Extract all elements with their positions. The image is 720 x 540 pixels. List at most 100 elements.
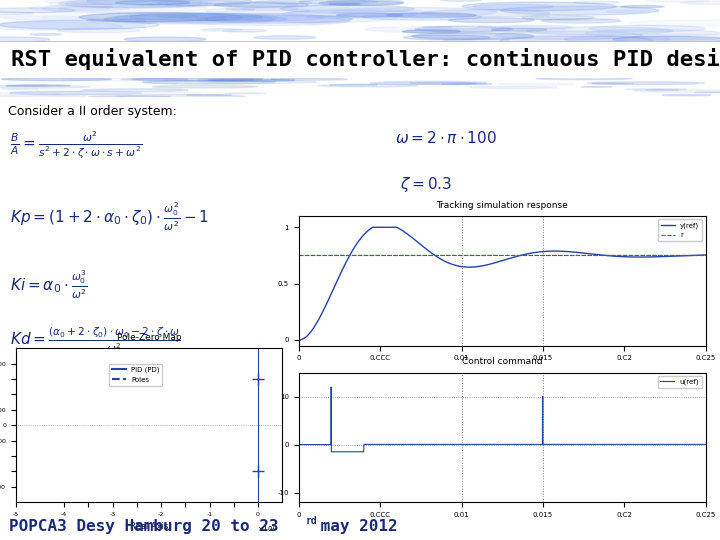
Circle shape bbox=[0, 34, 33, 36]
Circle shape bbox=[512, 96, 543, 97]
Circle shape bbox=[89, 96, 171, 98]
Circle shape bbox=[527, 27, 672, 35]
Circle shape bbox=[549, 14, 636, 18]
Line: u(ref): u(ref) bbox=[299, 387, 706, 452]
Text: rd: rd bbox=[305, 516, 317, 526]
Circle shape bbox=[202, 9, 254, 12]
Circle shape bbox=[662, 94, 711, 96]
Circle shape bbox=[1, 78, 112, 80]
Circle shape bbox=[423, 4, 529, 10]
Circle shape bbox=[214, 2, 309, 8]
u(ref) bbox=[701, 441, 710, 448]
Circle shape bbox=[82, 89, 188, 91]
Circle shape bbox=[695, 92, 720, 93]
Circle shape bbox=[332, 8, 496, 17]
Circle shape bbox=[29, 5, 130, 11]
Circle shape bbox=[613, 36, 720, 43]
Circle shape bbox=[124, 37, 206, 42]
Circle shape bbox=[73, 92, 201, 95]
Circle shape bbox=[0, 11, 167, 21]
Circle shape bbox=[199, 80, 317, 84]
Circle shape bbox=[145, 22, 312, 31]
Circle shape bbox=[384, 81, 488, 84]
Circle shape bbox=[395, 24, 477, 29]
Circle shape bbox=[9, 6, 101, 11]
Circle shape bbox=[606, 10, 649, 12]
Circle shape bbox=[0, 0, 152, 6]
Circle shape bbox=[186, 94, 232, 96]
Circle shape bbox=[288, 9, 432, 17]
Circle shape bbox=[592, 83, 633, 84]
Text: $Kd = Kp \cdot Td$: $Kd = Kp \cdot Td$ bbox=[563, 282, 637, 299]
Circle shape bbox=[66, 0, 202, 8]
Circle shape bbox=[330, 84, 377, 85]
Circle shape bbox=[177, 82, 318, 86]
Title: Tracking simulation response: Tracking simulation response bbox=[436, 201, 568, 210]
Circle shape bbox=[121, 78, 189, 80]
Circle shape bbox=[329, 3, 360, 5]
Circle shape bbox=[462, 2, 616, 11]
Circle shape bbox=[402, 30, 460, 33]
Circle shape bbox=[115, 1, 190, 5]
Circle shape bbox=[327, 1, 378, 3]
Circle shape bbox=[585, 29, 720, 37]
u(ref) bbox=[482, 441, 490, 448]
Circle shape bbox=[226, 9, 255, 10]
Circle shape bbox=[83, 91, 167, 93]
u(ref) bbox=[615, 441, 624, 448]
Circle shape bbox=[394, 88, 451, 90]
u(ref) bbox=[690, 441, 698, 448]
r bbox=[690, 252, 698, 259]
u(ref) bbox=[315, 441, 324, 448]
Circle shape bbox=[348, 80, 417, 82]
Circle shape bbox=[541, 19, 621, 23]
r bbox=[482, 252, 490, 259]
Circle shape bbox=[156, 15, 199, 17]
Text: POPCA3 Desy Hamburg 20 to 23: POPCA3 Desy Hamburg 20 to 23 bbox=[9, 518, 278, 534]
Circle shape bbox=[162, 78, 277, 81]
u(ref) bbox=[294, 441, 303, 448]
Circle shape bbox=[0, 8, 75, 13]
Circle shape bbox=[615, 24, 644, 26]
Circle shape bbox=[0, 21, 159, 29]
Circle shape bbox=[306, 15, 367, 18]
y(ref) bbox=[690, 252, 698, 259]
Text: $PIDf = Kp \cdot \left(1 + \frac{1}{s \cdot Ti} + \frac{s \cdot Td}{1 + s \cdot : $PIDf = Kp \cdot \left(1 + \frac{1}{s \c… bbox=[305, 240, 489, 264]
Circle shape bbox=[62, 78, 188, 81]
Circle shape bbox=[680, 1, 720, 4]
y(ref) bbox=[615, 253, 624, 260]
Circle shape bbox=[589, 25, 706, 32]
Circle shape bbox=[0, 33, 85, 42]
Text: $\times 10^1$: $\times 10^1$ bbox=[258, 524, 277, 535]
Circle shape bbox=[387, 13, 476, 18]
Circle shape bbox=[581, 86, 612, 87]
Circle shape bbox=[152, 85, 258, 88]
Circle shape bbox=[87, 0, 252, 6]
Text: $Kp = \left(1 + 2 \cdot \alpha_0 \cdot \zeta_0\right) \cdot \frac{\omega_0^2}{\o: $Kp = \left(1 + 2 \cdot \alpha_0 \cdot \… bbox=[10, 200, 209, 233]
Circle shape bbox=[170, 93, 286, 96]
Circle shape bbox=[9, 91, 142, 94]
Circle shape bbox=[405, 25, 566, 34]
Circle shape bbox=[500, 36, 652, 45]
Circle shape bbox=[621, 5, 664, 8]
Line: y(ref): y(ref) bbox=[299, 227, 706, 340]
Text: $\omega = 2 \cdot \pi \cdot 100$: $\omega = 2 \cdot \pi \cdot 100$ bbox=[395, 130, 497, 146]
Circle shape bbox=[241, 8, 298, 11]
Circle shape bbox=[336, 13, 402, 17]
Circle shape bbox=[299, 0, 404, 5]
Circle shape bbox=[60, 92, 189, 96]
Circle shape bbox=[6, 85, 71, 86]
y(ref) bbox=[482, 262, 490, 268]
Circle shape bbox=[222, 29, 267, 32]
X-axis label: Real Axis: Real Axis bbox=[130, 523, 168, 531]
Circle shape bbox=[530, 16, 619, 21]
Circle shape bbox=[243, 7, 393, 16]
Circle shape bbox=[216, 3, 349, 10]
u(ref) bbox=[690, 441, 698, 448]
u(ref) bbox=[327, 384, 336, 390]
Circle shape bbox=[59, 0, 212, 8]
Circle shape bbox=[79, 12, 243, 22]
Circle shape bbox=[318, 84, 417, 87]
Circle shape bbox=[166, 3, 225, 6]
Circle shape bbox=[573, 1, 620, 4]
